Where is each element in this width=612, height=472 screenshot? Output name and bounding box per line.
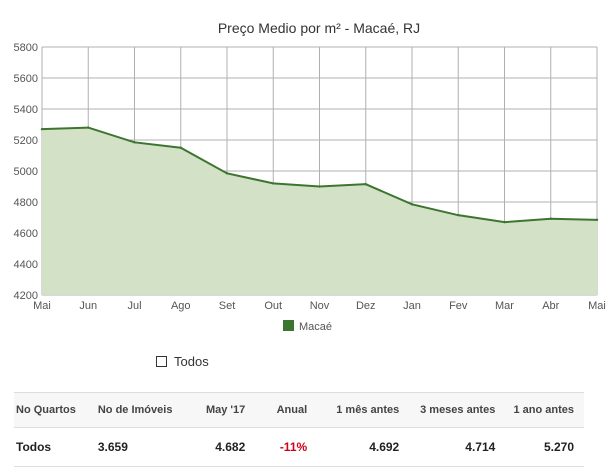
data-point bbox=[133, 141, 136, 144]
table-header-row: No Quartos No de Imóveis May '17 Anual 1… bbox=[14, 392, 584, 428]
header-may-17: May '17 bbox=[179, 392, 256, 428]
data-point bbox=[318, 185, 321, 188]
price-chart: Preço Medio por m² - Macaé, RJ 420044004… bbox=[14, 20, 606, 333]
cell-1-mes-antes: 4.692 bbox=[317, 427, 410, 467]
data-point bbox=[595, 218, 599, 222]
header-1-mes-antes: 1 mês antes bbox=[317, 392, 410, 428]
x-axis: Mai Jun Jul Ago Set Out Nov Dez Jan Fev Mar Abr Mai bbox=[33, 300, 606, 312]
y-tick-label: 5000 bbox=[14, 166, 38, 178]
x-tick-label: Abr bbox=[542, 300, 559, 312]
x-tick-label: Ago bbox=[171, 300, 191, 312]
todos-checkbox[interactable] bbox=[156, 356, 167, 367]
legend-swatch-macae bbox=[283, 320, 294, 331]
data-point bbox=[364, 182, 367, 186]
data-point bbox=[272, 182, 275, 185]
y-tick-label: 4400 bbox=[14, 259, 38, 271]
table-row: Todos 3.659 4.682 -11% 4.692 4.714 5.270 bbox=[14, 427, 584, 467]
y-tick-label: 4200 bbox=[14, 290, 38, 302]
x-tick-label: Jun bbox=[79, 300, 97, 312]
x-tick-label: Mai bbox=[588, 300, 606, 312]
y-tick-label: 4600 bbox=[14, 228, 38, 240]
cell-3-meses-antes: 4.714 bbox=[409, 427, 506, 467]
data-point bbox=[179, 146, 182, 149]
data-point bbox=[40, 127, 44, 131]
header-anual: Anual bbox=[255, 392, 318, 428]
x-tick-label: Nov bbox=[310, 300, 330, 312]
y-axis: 4200 4400 4600 4800 5000 5200 5400 5600 5800 bbox=[14, 42, 38, 302]
chart-title: Preço Medio por m² - Macaé, RJ bbox=[218, 20, 420, 36]
cell-quartos: Todos bbox=[14, 427, 80, 467]
data-point bbox=[225, 172, 229, 175]
data-point bbox=[503, 220, 506, 224]
x-tick-label: Out bbox=[264, 300, 282, 312]
cell-anual: -11% bbox=[255, 427, 318, 467]
chart-legend[interactable]: Macaé bbox=[283, 320, 332, 333]
x-tick-label: Set bbox=[219, 300, 236, 312]
chart-area-layer bbox=[40, 126, 599, 295]
y-tick-label: 5600 bbox=[14, 73, 38, 85]
todos-checkbox-control[interactable]: Todos bbox=[156, 354, 209, 369]
y-tick-label: 5200 bbox=[14, 135, 38, 147]
series-area-macae bbox=[42, 127, 597, 295]
header-no-quartos: No Quartos bbox=[14, 392, 80, 428]
y-tick-label: 5400 bbox=[14, 104, 38, 116]
x-tick-label: Fev bbox=[449, 300, 468, 312]
x-tick-label: Mar bbox=[495, 300, 514, 312]
y-tick-label: 4800 bbox=[14, 197, 38, 209]
cell-may-17: 4.682 bbox=[179, 427, 256, 467]
data-point bbox=[410, 203, 414, 206]
x-tick-label: Dez bbox=[356, 300, 376, 312]
stats-table: No Quartos No de Imóveis May '17 Anual 1… bbox=[14, 392, 584, 467]
cell-1-ano-antes: 5.270 bbox=[505, 427, 584, 467]
x-tick-label: Jan bbox=[403, 300, 421, 312]
data-point bbox=[457, 213, 460, 217]
data-point bbox=[87, 126, 90, 129]
header-no-imoveis: No de Imóveis bbox=[79, 392, 180, 428]
x-tick-label: Jul bbox=[127, 300, 141, 312]
cell-imoveis: 3.659 bbox=[79, 427, 180, 467]
header-3-meses-antes: 3 meses antes bbox=[409, 392, 506, 428]
y-tick-label: 5800 bbox=[14, 42, 38, 54]
legend-label-macae: Macaé bbox=[299, 321, 332, 333]
todos-label: Todos bbox=[174, 354, 209, 369]
header-1-ano-antes: 1 ano antes bbox=[505, 392, 584, 428]
data-point bbox=[549, 217, 552, 220]
x-tick-label: Mai bbox=[33, 300, 51, 312]
